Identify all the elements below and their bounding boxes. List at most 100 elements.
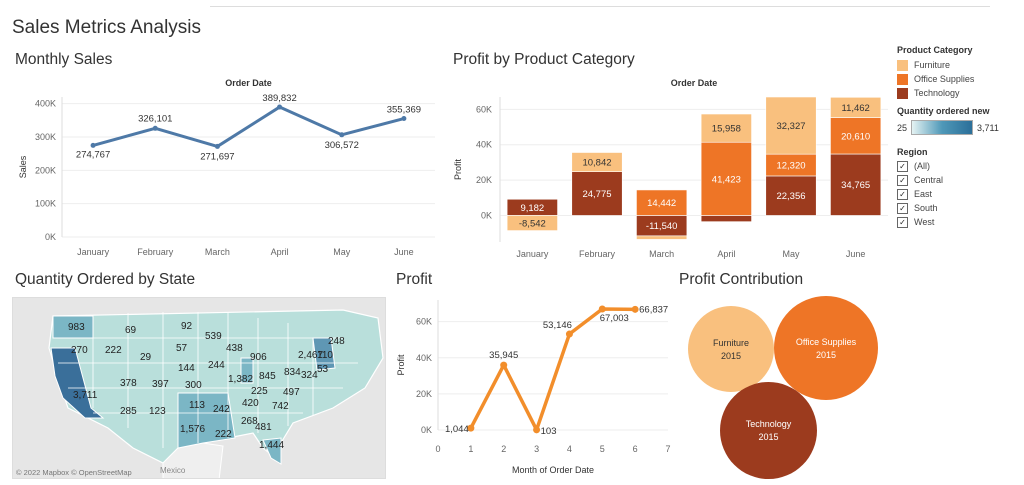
product-category-legend-title: Product Category <box>897 45 973 55</box>
category-legend-label: Office Supplies <box>914 74 975 84</box>
region-checkbox-row[interactable]: ✓ South <box>897 201 1019 215</box>
sales-x-tick: April <box>271 247 289 257</box>
state-map[interactable]: 983 69 92 539 248 270 222 57 438 906 2,467 110 29 144… <box>12 297 386 479</box>
sales-point <box>152 125 158 131</box>
region-checkbox-row[interactable]: ✓ West <box>897 215 1019 229</box>
category-bar-label: -11,540 <box>646 221 678 232</box>
state-quantity-label: 92 <box>181 321 193 332</box>
sales-data-label: 355,369 <box>387 105 421 116</box>
sales-y-label: Sales <box>18 155 28 178</box>
state-quantity-label: 3,711 <box>73 390 98 401</box>
state-quantity-label: 420 <box>242 398 259 409</box>
quantity-legend: 25 3,711 <box>897 120 1019 135</box>
state-quantity-label: 378 <box>120 378 137 389</box>
region-checkbox-row[interactable]: ✓ Central <box>897 173 1019 187</box>
category-legend-item[interactable]: Office Supplies <box>897 72 1019 86</box>
sales-point <box>90 142 96 148</box>
profit-y-label: Profit <box>396 354 406 376</box>
region-checkbox-row[interactable]: ✓ East <box>897 187 1019 201</box>
state-quantity-label: 324 <box>301 370 318 381</box>
state-quantity-label: 270 <box>71 345 88 356</box>
state-quantity-label: 242 <box>213 404 230 415</box>
category-bar-furniture[interactable] <box>830 96 882 118</box>
quantity-legend-title: Quantity ordered new <box>897 106 990 116</box>
region-label: Central <box>914 175 944 185</box>
profit-x-label: Month of Order Date <box>512 465 594 475</box>
region-checkbox-row[interactable]: ✓ (All) <box>897 159 1019 173</box>
state-quantity-label: 742 <box>272 401 289 412</box>
profit-by-category-title: Profit by Product Category <box>453 51 635 68</box>
region-checkbox[interactable]: ✓ <box>897 202 908 214</box>
sales-point <box>277 104 283 110</box>
region-checkbox[interactable]: ✓ <box>897 216 908 228</box>
sales-x-tick: January <box>77 247 110 257</box>
category-legend-item[interactable]: Furniture <box>897 58 1019 72</box>
category-bar-technology[interactable] <box>830 153 882 216</box>
profit-x-tick: 6 <box>633 444 638 454</box>
sales-x-tick: March <box>205 247 230 257</box>
category-bar-office-supplies[interactable] <box>830 117 882 155</box>
region-label: South <box>914 203 938 213</box>
category-bar-furniture[interactable] <box>765 96 817 155</box>
category-bar-label: 10,842 <box>582 158 611 169</box>
bubble-furniture[interactable]: Furniture 2015 <box>688 306 774 392</box>
bubble-technology[interactable]: Technology 2015 <box>720 382 817 479</box>
category-bar-technology[interactable] <box>765 175 817 216</box>
state-quantity-label: 57 <box>176 343 188 354</box>
category-y-label: Profit <box>453 159 463 181</box>
category-bar-label: 15,958 <box>712 124 741 135</box>
category-x-tick: February <box>579 249 616 259</box>
mexico-label: Mexico <box>160 466 186 475</box>
category-bar-furniture[interactable] <box>636 235 688 240</box>
category-bar-label: 9,182 <box>520 203 544 214</box>
region-checkbox[interactable]: ✓ <box>897 160 908 172</box>
category-y-tick: 0K <box>481 210 492 220</box>
category-legend-swatch <box>897 73 908 85</box>
category-bar-label: 12,320 <box>776 161 805 172</box>
category-bar-furniture[interactable] <box>506 215 558 231</box>
state-borders <box>53 312 358 448</box>
sales-y-tick: 100K <box>35 199 56 209</box>
profit-point <box>631 305 639 313</box>
profit-by-category-chart[interactable]: Order Date 0K 20K 40K 60K Profit January 9,182 -… <box>448 72 890 267</box>
dashboard-title: Sales Metrics Analysis <box>12 17 202 38</box>
region-checkbox[interactable]: ✓ <box>897 188 908 200</box>
state-california-shape <box>50 347 105 419</box>
profit-data-label: 53,146 <box>543 320 572 331</box>
region-filter-title: Region <box>897 147 928 157</box>
sales-data-label: 326,101 <box>138 113 172 124</box>
state-quantity-label: 225 <box>251 386 268 397</box>
sales-y-tick: 400K <box>35 99 56 109</box>
category-x-tick: May <box>782 249 800 259</box>
sales-data-label: 389,832 <box>262 93 296 104</box>
region-checkbox[interactable]: ✓ <box>897 174 908 186</box>
state-florida-shape <box>262 437 282 465</box>
category-bar-technology[interactable] <box>700 215 752 222</box>
sales-y-tick: 0K <box>45 232 56 242</box>
category-bar-label: 34,765 <box>841 180 870 191</box>
map-attribution[interactable]: © 2022 Mapbox © OpenStreetMap <box>16 468 132 477</box>
category-bar-label: 32,327 <box>776 121 805 132</box>
quantity-max: 3,711 <box>977 122 999 133</box>
monthly-sales-chart[interactable]: Order Date 0K 100K 200K 300K 400K Sales January… <box>0 72 440 267</box>
sales-chart-header: Order Date <box>225 78 272 88</box>
category-x-tick: March <box>649 249 674 259</box>
state-quantity-label: 113 <box>189 400 205 411</box>
profit-series-line <box>469 307 636 432</box>
profit-data-label: 66,837 <box>639 304 668 315</box>
bubble-office-supplies[interactable]: Office Supplies 2015 <box>774 296 878 400</box>
profit-x-tick: 4 <box>567 444 572 454</box>
category-bar-furniture[interactable] <box>571 152 623 172</box>
profit-line-chart[interactable]: 0K 20K 40K 60K Profit 0 1 2 3 4 5 6 7 Month of Order … <box>388 290 678 480</box>
us-landmass <box>48 309 384 464</box>
state-quantity-label: 69 <box>125 325 137 336</box>
state-quantity-label: 539 <box>205 331 222 342</box>
bubble-year: 2015 <box>720 350 742 361</box>
top-divider <box>210 6 990 7</box>
profit-point <box>598 305 606 313</box>
category-bar-office-supplies[interactable] <box>636 189 688 216</box>
profit-x-tick: 3 <box>534 444 539 454</box>
category-legend-item[interactable]: Technology <box>897 86 1019 100</box>
category-bar-furniture[interactable] <box>700 113 752 143</box>
state-quantity-label: 845 <box>259 371 276 382</box>
